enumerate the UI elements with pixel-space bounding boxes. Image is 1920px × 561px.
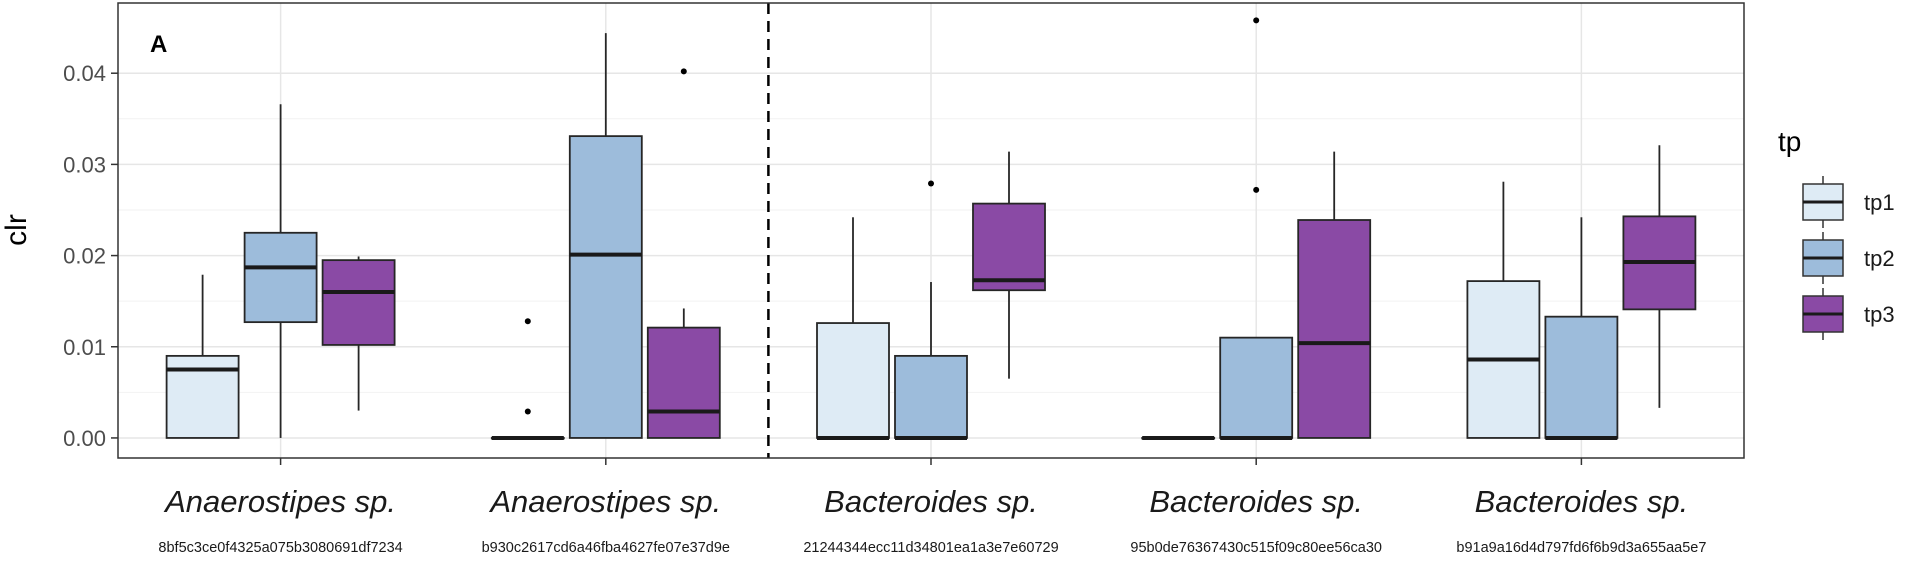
box-tp1 <box>1141 435 1216 440</box>
y-tick-label: 0.04 <box>63 61 106 86</box>
x-category-id: b930c2617cd6a46fba4627fe07e37d9e <box>482 540 730 556</box>
box-tp1 <box>1466 181 1541 439</box>
box-tp3 <box>1622 145 1697 408</box>
box-tp2 <box>243 104 318 438</box>
legend-label: tp1 <box>1864 190 1895 215</box>
box-body <box>1219 336 1294 439</box>
box-body <box>568 135 643 439</box>
x-category-label: Bacteroides sp. <box>1475 484 1689 519</box>
legend-label: tp3 <box>1864 302 1895 327</box>
box-body <box>894 354 968 439</box>
outlier-point <box>1253 186 1260 193</box>
box-tp2 <box>1544 217 1619 440</box>
x-category-id: b91a9a16d4d797fd6f6b9d3a655aa5e7 <box>1456 540 1706 556</box>
box-tp3 <box>321 256 396 411</box>
legend: tp tp1 tp2 tp3 <box>1778 126 1895 340</box>
x-category-label: Bacteroides sp. <box>824 484 1038 519</box>
box-tp1 <box>490 318 565 440</box>
box-body <box>243 231 318 324</box>
y-tick-label: 0.02 <box>63 244 106 269</box>
legend-entry-tp3: tp3 <box>1802 288 1895 340</box>
box-tp2 <box>1219 17 1294 440</box>
y-tick-label: 0.01 <box>63 335 106 360</box>
x-category-label: Anaerostipes sp. <box>163 484 396 519</box>
x-category-id: 21244344ecc11d34801ea1a3e7e60729 <box>803 540 1058 556</box>
y-tick-label: 0.00 <box>63 426 106 451</box>
box-tp3 <box>972 151 1046 379</box>
outlier-point <box>680 68 687 75</box>
panel-label: A <box>150 31 167 58</box>
x-category-label: Anaerostipes sp. <box>488 484 721 519</box>
box-layer <box>165 17 1697 440</box>
y-axis-title: clr <box>0 214 33 246</box>
x-category-id: 95b0de76367430c515f09c80ee56ca30 <box>1130 540 1382 556</box>
box-body <box>646 326 721 439</box>
outlier-point <box>1253 17 1260 24</box>
box-body <box>972 202 1046 292</box>
outlier-point <box>524 408 531 415</box>
x-category-id: 8bf5c3ce0f4325a075b3080691df7234 <box>158 540 402 556</box>
axis-layer: 0.00 0.01 0.02 0.03 0.04 clr Anaerostipes sp. 8… <box>0 31 1706 556</box>
y-tick-label: 0.03 <box>63 152 106 177</box>
box-tp2 <box>568 33 643 439</box>
outlier-point <box>524 318 531 325</box>
legend-label: tp2 <box>1864 246 1895 271</box>
box-tp1 <box>816 217 890 440</box>
legend-entry-tp1: tp1 <box>1802 176 1895 228</box>
box-tp2 <box>894 180 968 440</box>
box-body <box>1297 219 1372 439</box>
box-tp3 <box>646 68 721 439</box>
box-body <box>1544 315 1619 439</box>
legend-title: tp <box>1778 126 1801 157</box>
x-category-label: Bacteroides sp. <box>1149 484 1363 519</box>
box-tp3 <box>1297 151 1372 439</box>
outlier-point <box>928 180 934 187</box>
legend-entry-tp2: tp2 <box>1802 232 1895 284</box>
box-tp1 <box>165 274 240 439</box>
box-body <box>321 259 396 346</box>
box-body <box>816 322 890 439</box>
